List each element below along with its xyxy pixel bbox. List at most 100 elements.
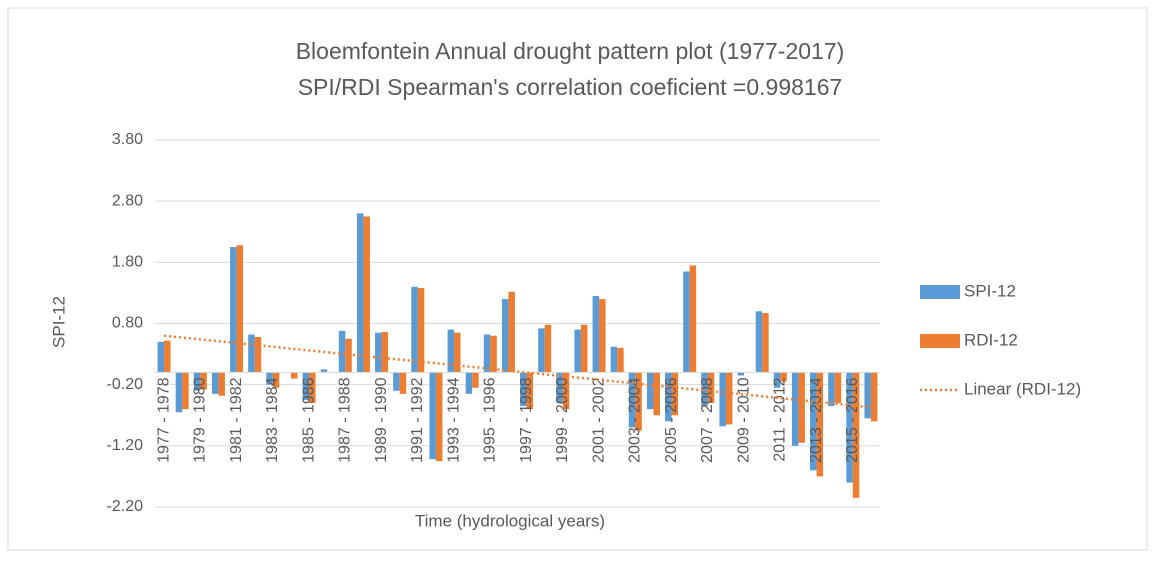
bar [254,336,262,373]
bar [828,372,835,407]
bar [356,213,364,373]
bar [526,372,534,410]
bar [429,372,436,460]
x-tick-label: 1993 - 1994 [445,377,462,463]
bar [671,372,679,416]
bar [182,372,189,410]
bar [302,372,310,400]
bar [592,295,600,373]
y-tick-label: 1.80 [112,254,143,271]
x-tick-label: 2009 - 2010 [735,377,752,463]
x-tick-label: 1983 - 1984 [264,377,281,463]
bar [628,372,636,428]
bar [520,372,527,407]
legend-swatch [920,334,960,348]
x-tick-label: 2001 - 2002 [590,377,607,463]
bar [773,372,781,388]
bar [544,324,552,373]
x-tick-label: 1981 - 1982 [228,377,245,463]
bar [610,346,618,373]
x-tick-label: 1979 - 1980 [192,377,209,463]
x-tick-label: 2013 - 2014 [808,377,825,463]
bar [266,372,273,385]
bar [646,372,654,410]
bar [472,372,479,388]
bar [338,330,346,373]
bar [157,341,165,373]
bar [508,291,515,373]
x-tick-label: 2011 - 2012 [772,377,789,461]
bar [665,372,672,422]
bar [309,372,316,404]
chart-subtitle: SPI/RDI Spearman's correlation coeficien… [298,74,843,100]
bar [465,372,473,394]
bar [617,347,624,373]
bar [375,332,382,373]
bar [755,311,763,373]
bar [393,372,400,391]
bar [236,245,244,373]
x-tick-label: 1999 - 2000 [554,377,571,463]
y-tick-label: -2.20 [107,498,144,515]
legend-swatch [920,285,960,299]
bar [211,372,219,394]
bar [834,372,842,404]
bar [193,372,201,391]
bar [689,265,697,373]
bar [683,271,690,373]
bar [719,372,726,427]
x-tick-label: 2003 - 2004 [627,377,644,463]
y-tick-label: -0.20 [107,376,144,393]
bar [230,247,237,373]
x-tick-label: 2005 - 2006 [663,377,680,463]
x-tick-label: 1977 - 1978 [155,377,172,463]
bar [725,372,733,425]
bar [290,372,298,379]
bar [562,372,570,410]
y-tick-label: 0.80 [112,315,143,332]
bar [556,372,563,404]
x-tick-label: 1991 - 1992 [409,377,426,463]
bar [707,372,715,404]
x-tick-label: 1995 - 1996 [482,377,499,463]
chart-frame [7,7,1148,551]
y-tick-label: -1.20 [107,437,144,454]
legend-label: Linear (RDI-12) [964,379,1081,398]
bar [417,288,425,373]
bar [870,372,878,422]
bar [435,372,443,462]
bar [272,372,280,388]
x-tick-label: 1989 - 1990 [373,377,390,463]
legend-label: RDI-12 [964,330,1018,349]
bar [501,299,509,373]
bar [483,334,491,373]
bar [816,372,824,477]
bar [780,372,787,382]
bar [810,372,817,471]
bar [200,372,207,390]
bar [411,286,418,373]
bar [381,332,389,373]
bar [701,372,708,407]
y-tick-label: 2.80 [112,192,143,209]
bar [447,329,455,373]
bar [653,372,660,416]
bar [798,372,805,443]
bar [164,340,171,373]
x-tick-label: 2007 - 2008 [699,377,716,463]
trend-line [163,334,872,409]
bar [248,334,255,373]
bar [538,328,545,373]
bar [363,216,370,373]
x-tick-label: 2015 - 2016 [844,377,861,463]
legend-label: SPI-12 [964,281,1016,300]
bar [399,372,407,394]
x-tick-label: 1987 - 1988 [337,377,354,463]
bar [846,372,853,483]
bar [574,329,581,373]
bar [175,372,183,413]
bar [454,332,461,373]
bar [852,372,860,498]
bar [490,335,497,373]
